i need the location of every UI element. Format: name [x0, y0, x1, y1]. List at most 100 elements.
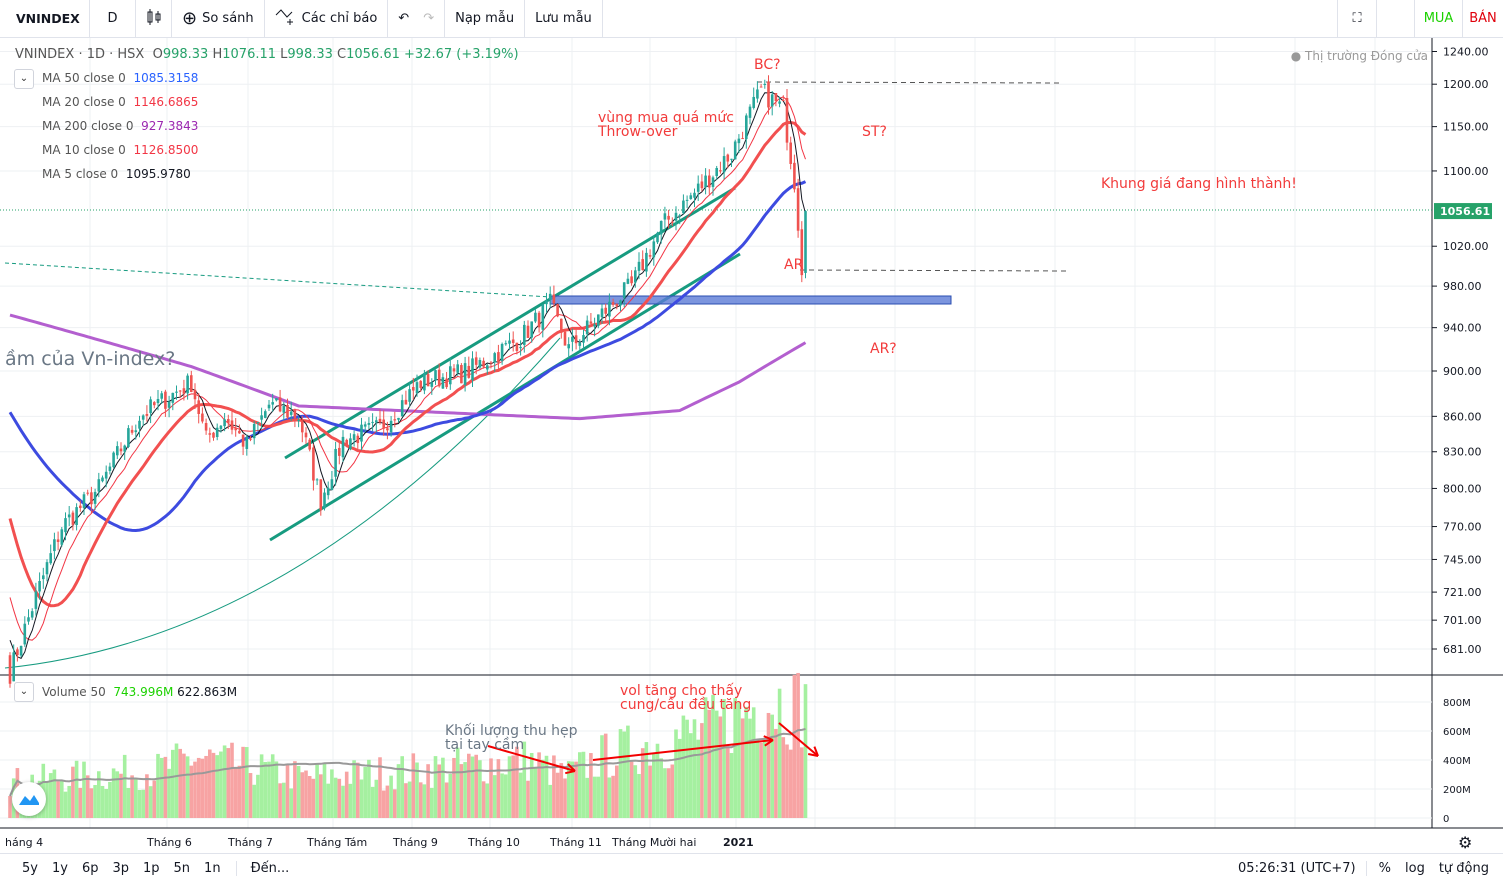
ma-legend-item[interactable]: MA 10 close 0 1126.8500: [42, 143, 198, 157]
volume-bar: [122, 754, 127, 818]
candle-body: [560, 318, 563, 333]
range-5y[interactable]: 5y: [22, 861, 38, 876]
candle-body: [611, 302, 615, 305]
candle-body: [759, 86, 763, 88]
undo-icon[interactable]: ↶: [398, 11, 410, 26]
candle-body: [56, 539, 60, 542]
ma-legend-item[interactable]: MA 20 close 0 1146.6865: [42, 95, 198, 109]
annotation-vol-up-2[interactable]: cung/cầu đều tăng: [620, 697, 752, 713]
candle-body: [45, 562, 49, 575]
candle-body: [445, 378, 448, 388]
save-template-button[interactable]: Lưu mẫu: [525, 0, 603, 38]
volume-bar: [315, 764, 319, 818]
annotation-overbought[interactable]: vùng mua quá mức: [598, 110, 734, 126]
clock[interactable]: 05:26:31 (UTC+7): [1231, 861, 1367, 876]
top-toolbar: VNINDEX D ⊕ So sánh Các chỉ báo ↶ ↷ Nạp mẫ…: [0, 0, 1503, 38]
volume-bar: [52, 769, 57, 818]
candle-body: [785, 97, 789, 143]
range-5n[interactable]: 5n: [173, 861, 191, 876]
goto-date-button[interactable]: Đến...: [250, 861, 290, 876]
buy-button[interactable]: MUA: [1415, 0, 1463, 38]
candle-body: [134, 430, 138, 433]
auto-toggle[interactable]: tự động: [1438, 861, 1489, 876]
volume-bar: [141, 789, 145, 818]
annotation-vol-narrow-2[interactable]: tại tay cầm: [445, 737, 525, 753]
ma-legend-item[interactable]: MA 5 close 0 1095.9780: [42, 167, 191, 181]
volume-bar: [89, 788, 94, 818]
price-tick-label: 980.00: [1443, 280, 1482, 293]
candle-body: [641, 259, 644, 271]
volume-bar: [352, 760, 356, 818]
candle-body: [53, 539, 56, 552]
tradingview-logo[interactable]: [12, 782, 46, 816]
volume-bar: [248, 773, 253, 818]
chart-canvas[interactable]: 1240.00 1200.00 1150.00 1100.00 1020.00 980.0…: [0, 38, 1503, 853]
volume-bar: [644, 742, 649, 818]
candle-body: [412, 387, 415, 391]
range-1n[interactable]: 1n: [204, 861, 221, 876]
volume-bar: [729, 753, 734, 818]
candle-body: [615, 304, 619, 307]
volume-bar: [233, 767, 238, 818]
candle-body: [449, 366, 452, 385]
range-3p[interactable]: 3p: [112, 861, 129, 876]
candle-body: [804, 211, 807, 273]
annotation-vol-up-1[interactable]: vol tăng cho thấy: [620, 683, 743, 699]
volume-bar: [370, 786, 375, 818]
time-tick-label: Tháng 9: [392, 836, 438, 849]
redo-icon[interactable]: ↷: [423, 11, 435, 26]
candle-body: [119, 448, 123, 452]
ma-legend-item[interactable]: MA 200 close 0 927.3843: [42, 119, 198, 133]
log-toggle[interactable]: log: [1405, 861, 1425, 876]
candle-body: [326, 487, 330, 496]
price-tick-label: 1020.00: [1443, 240, 1489, 253]
volume-bar: [481, 781, 486, 818]
arrow-narrowing-head: [565, 770, 576, 775]
candle-body: [330, 479, 334, 491]
range-1y[interactable]: 1y: [51, 861, 68, 876]
annotation-bc[interactable]: BC?: [754, 57, 781, 73]
range-1p[interactable]: 1p: [143, 861, 160, 876]
high-label: H: [212, 47, 223, 62]
volume-bar: [611, 775, 615, 818]
volume-bar: [389, 775, 393, 818]
annotation-forming[interactable]: Khung giá đang hình thành!: [1101, 176, 1297, 192]
candle-body: [389, 420, 393, 433]
chart-type-button[interactable]: [136, 0, 172, 38]
volume-collapse-button[interactable]: ⌄: [14, 682, 34, 702]
candle-body: [378, 418, 382, 423]
range-6p[interactable]: 6p: [81, 861, 99, 876]
chart-area[interactable]: 1240.00 1200.00 1150.00 1100.00 1020.00 980.0…: [0, 38, 1503, 853]
load-template-button[interactable]: Nạp mẫu: [445, 0, 526, 38]
volume-bar: [341, 785, 345, 818]
volume-bar: [796, 672, 800, 818]
settings-icon[interactable]: ⚙: [1458, 833, 1473, 852]
volume-bar: [393, 789, 397, 818]
ma-legend-item[interactable]: MA 50 close 0 1085.3158: [42, 71, 198, 85]
fullscreen-button[interactable]: ⛶: [1337, 0, 1377, 38]
candle-body: [171, 392, 175, 403]
interval-button[interactable]: D: [90, 0, 136, 38]
annotation-throwover[interactable]: Throw-over: [598, 124, 678, 140]
annotation-ar[interactable]: AR: [784, 257, 804, 273]
price-tick-label: 1200.00: [1443, 78, 1489, 91]
annotation-vol-narrow-1[interactable]: Khối lượng thu hẹp: [445, 723, 578, 739]
price-tick-label: 721.00: [1443, 586, 1482, 599]
annotation-st[interactable]: ST?: [862, 124, 887, 140]
compare-button[interactable]: ⊕ So sánh: [172, 0, 265, 38]
candle-body: [308, 439, 311, 450]
candle-body: [30, 611, 34, 618]
volume-bar: [766, 712, 771, 818]
annotation-question[interactable]: ầm của Vn-index?: [5, 348, 176, 370]
volume-bar: [774, 728, 778, 818]
percent-toggle[interactable]: %: [1378, 861, 1391, 876]
sell-button[interactable]: BÁN: [1469, 11, 1497, 26]
symbol-search-button[interactable]: VNINDEX: [0, 0, 90, 38]
volume-bar: [326, 783, 330, 818]
candle-body: [774, 93, 778, 101]
legend-collapse-button[interactable]: ⌄: [14, 69, 34, 89]
indicators-button[interactable]: Các chỉ báo: [265, 0, 389, 38]
candle-body: [227, 419, 230, 423]
annotation-ar2[interactable]: AR?: [870, 341, 897, 357]
volume-ma-value: 622.863M: [177, 685, 238, 699]
